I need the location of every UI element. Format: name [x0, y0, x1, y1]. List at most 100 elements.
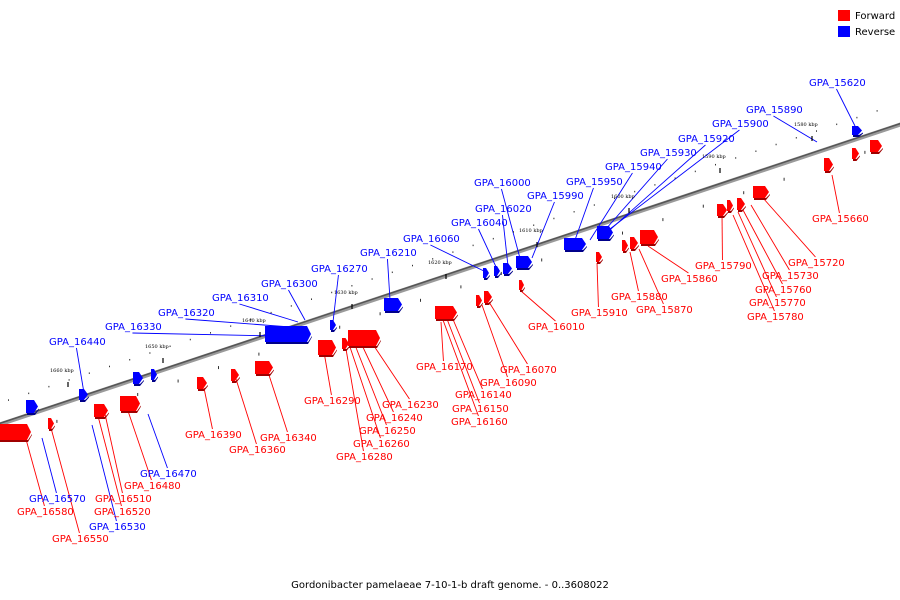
gene-feature[interactable] [79, 389, 89, 402]
gene-label[interactable]: GPA_16550 [52, 534, 109, 545]
gene-label[interactable]: GPA_15940 [605, 162, 662, 173]
gene-feature[interactable] [265, 326, 312, 344]
gene-feature[interactable] [133, 372, 144, 386]
leader-line [288, 289, 306, 321]
gene-shadow [27, 408, 39, 415]
gene-feature[interactable] [852, 126, 863, 137]
gene-label[interactable]: GPA_16510 [95, 494, 152, 505]
gene-label[interactable]: GPA_15770 [749, 298, 806, 309]
gene-label[interactable]: GPA_16060 [403, 234, 460, 245]
gene-label[interactable]: GPA_16340 [260, 433, 317, 444]
gene-feature[interactable] [717, 204, 728, 218]
gene-label[interactable]: GPA_16480 [124, 481, 181, 492]
gene-feature[interactable] [564, 238, 587, 252]
gene-feature[interactable] [255, 361, 274, 376]
gene-feature[interactable] [342, 338, 350, 351]
gene-feature[interactable] [330, 320, 337, 332]
gene-label[interactable]: GPA_15730 [762, 271, 819, 282]
gene-label[interactable]: GPA_16160 [451, 417, 508, 428]
gene-label[interactable]: GPA_15790 [695, 261, 752, 272]
gene-label[interactable]: GPA_16020 [475, 204, 532, 215]
gene-feature[interactable] [476, 295, 483, 308]
gene-shadow [623, 247, 629, 253]
gene-arrow [727, 200, 733, 211]
gene-feature[interactable] [753, 186, 770, 200]
gene-feature[interactable] [231, 369, 240, 383]
gene-feature[interactable] [503, 263, 513, 276]
gene-label[interactable]: GPA_16330 [105, 322, 162, 333]
gene-label[interactable]: GPA_15900 [712, 119, 769, 130]
gene-label[interactable]: GPA_15870 [636, 305, 693, 316]
gene-feature[interactable] [596, 252, 603, 264]
gene-label[interactable]: GPA_16310 [212, 293, 269, 304]
gene-label[interactable]: GPA_15880 [611, 292, 668, 303]
gene-feature[interactable] [737, 198, 746, 212]
gene-label[interactable]: GPA_16390 [185, 430, 242, 441]
gene-label[interactable]: GPA_16300 [261, 279, 318, 290]
gene-label[interactable]: GPA_15920 [678, 134, 735, 145]
gene-label[interactable]: GPA_15890 [746, 105, 803, 116]
gene-label[interactable]: GPA_16260 [353, 439, 410, 450]
gene-feature[interactable] [727, 200, 734, 213]
gene-label[interactable]: GPA_15930 [640, 148, 697, 159]
gene-label[interactable]: GPA_15660 [812, 214, 869, 225]
gene-label[interactable]: GPA_16250 [359, 426, 416, 437]
gene-label[interactable]: GPA_15720 [788, 258, 845, 269]
gene-feature[interactable] [494, 266, 501, 278]
gene-feature[interactable] [318, 340, 337, 357]
gene-label[interactable]: GPA_16290 [304, 396, 361, 407]
gene-feature[interactable] [26, 400, 39, 415]
gene-feature[interactable] [94, 404, 109, 419]
gene-feature[interactable] [483, 268, 490, 280]
gene-label[interactable]: GPA_16270 [311, 264, 368, 275]
gene-feature[interactable] [384, 298, 403, 313]
gene-feature[interactable] [519, 280, 525, 292]
gene-feature[interactable] [197, 377, 208, 391]
gene-label[interactable]: GPA_15950 [566, 177, 623, 188]
gene-feature[interactable] [852, 148, 860, 161]
gene-feature[interactable] [484, 291, 493, 305]
gene-feature[interactable] [824, 158, 834, 173]
gene-label[interactable]: GPA_16470 [140, 469, 197, 480]
gene-feature[interactable] [597, 226, 614, 241]
gene-feature[interactable] [630, 237, 639, 251]
gene-label[interactable]: GPA_15990 [527, 191, 584, 202]
gene-label[interactable]: GPA_16440 [49, 337, 106, 348]
gene-label[interactable]: GPA_16280 [336, 452, 393, 463]
minor-tick [654, 184, 656, 186]
gene-label[interactable]: GPA_15760 [755, 285, 812, 296]
gene-feature[interactable] [870, 140, 883, 154]
gene-label[interactable]: GPA_15780 [747, 312, 804, 323]
gene-feature[interactable] [435, 306, 458, 321]
gene-feature[interactable] [120, 396, 141, 413]
gene-label[interactable]: GPA_16140 [455, 390, 512, 401]
gene-label[interactable]: GPA_16520 [94, 507, 151, 518]
gene-label[interactable]: GPA_15910 [571, 308, 628, 319]
gene-label[interactable]: GPA_16010 [528, 322, 585, 333]
gene-label[interactable]: GPA_16210 [360, 248, 417, 259]
gene-feature[interactable] [516, 256, 533, 270]
gene-label[interactable]: GPA_16230 [382, 400, 439, 411]
gene-label[interactable]: GPA_16570 [29, 494, 86, 505]
gene-feature[interactable] [348, 330, 381, 348]
gene-label[interactable]: GPA_16170 [416, 362, 473, 373]
gene-label[interactable]: GPA_16150 [452, 404, 509, 415]
gene-label[interactable]: GPA_16090 [480, 378, 537, 389]
gene-label[interactable]: GPA_16040 [451, 218, 508, 229]
gene-arrow [265, 326, 311, 342]
gene-feature[interactable] [0, 424, 32, 442]
minor-tick [783, 177, 785, 181]
gene-label[interactable]: GPA_16530 [89, 522, 146, 533]
gene-label[interactable]: GPA_16000 [474, 178, 531, 189]
gene-label[interactable]: GPA_16240 [366, 413, 423, 424]
gene-label[interactable]: GPA_15620 [809, 78, 866, 89]
gene-label[interactable]: GPA_15860 [661, 274, 718, 285]
gene-label[interactable]: GPA_16360 [229, 445, 286, 456]
gene-label[interactable]: GPA_16070 [500, 365, 557, 376]
gene-label[interactable]: GPA_16320 [158, 308, 215, 319]
gene-label[interactable]: GPA_16580 [17, 507, 74, 518]
gene-feature[interactable] [640, 230, 659, 246]
gene-feature[interactable] [622, 240, 629, 253]
gene-feature[interactable] [151, 369, 158, 382]
gene-feature[interactable] [48, 418, 55, 431]
